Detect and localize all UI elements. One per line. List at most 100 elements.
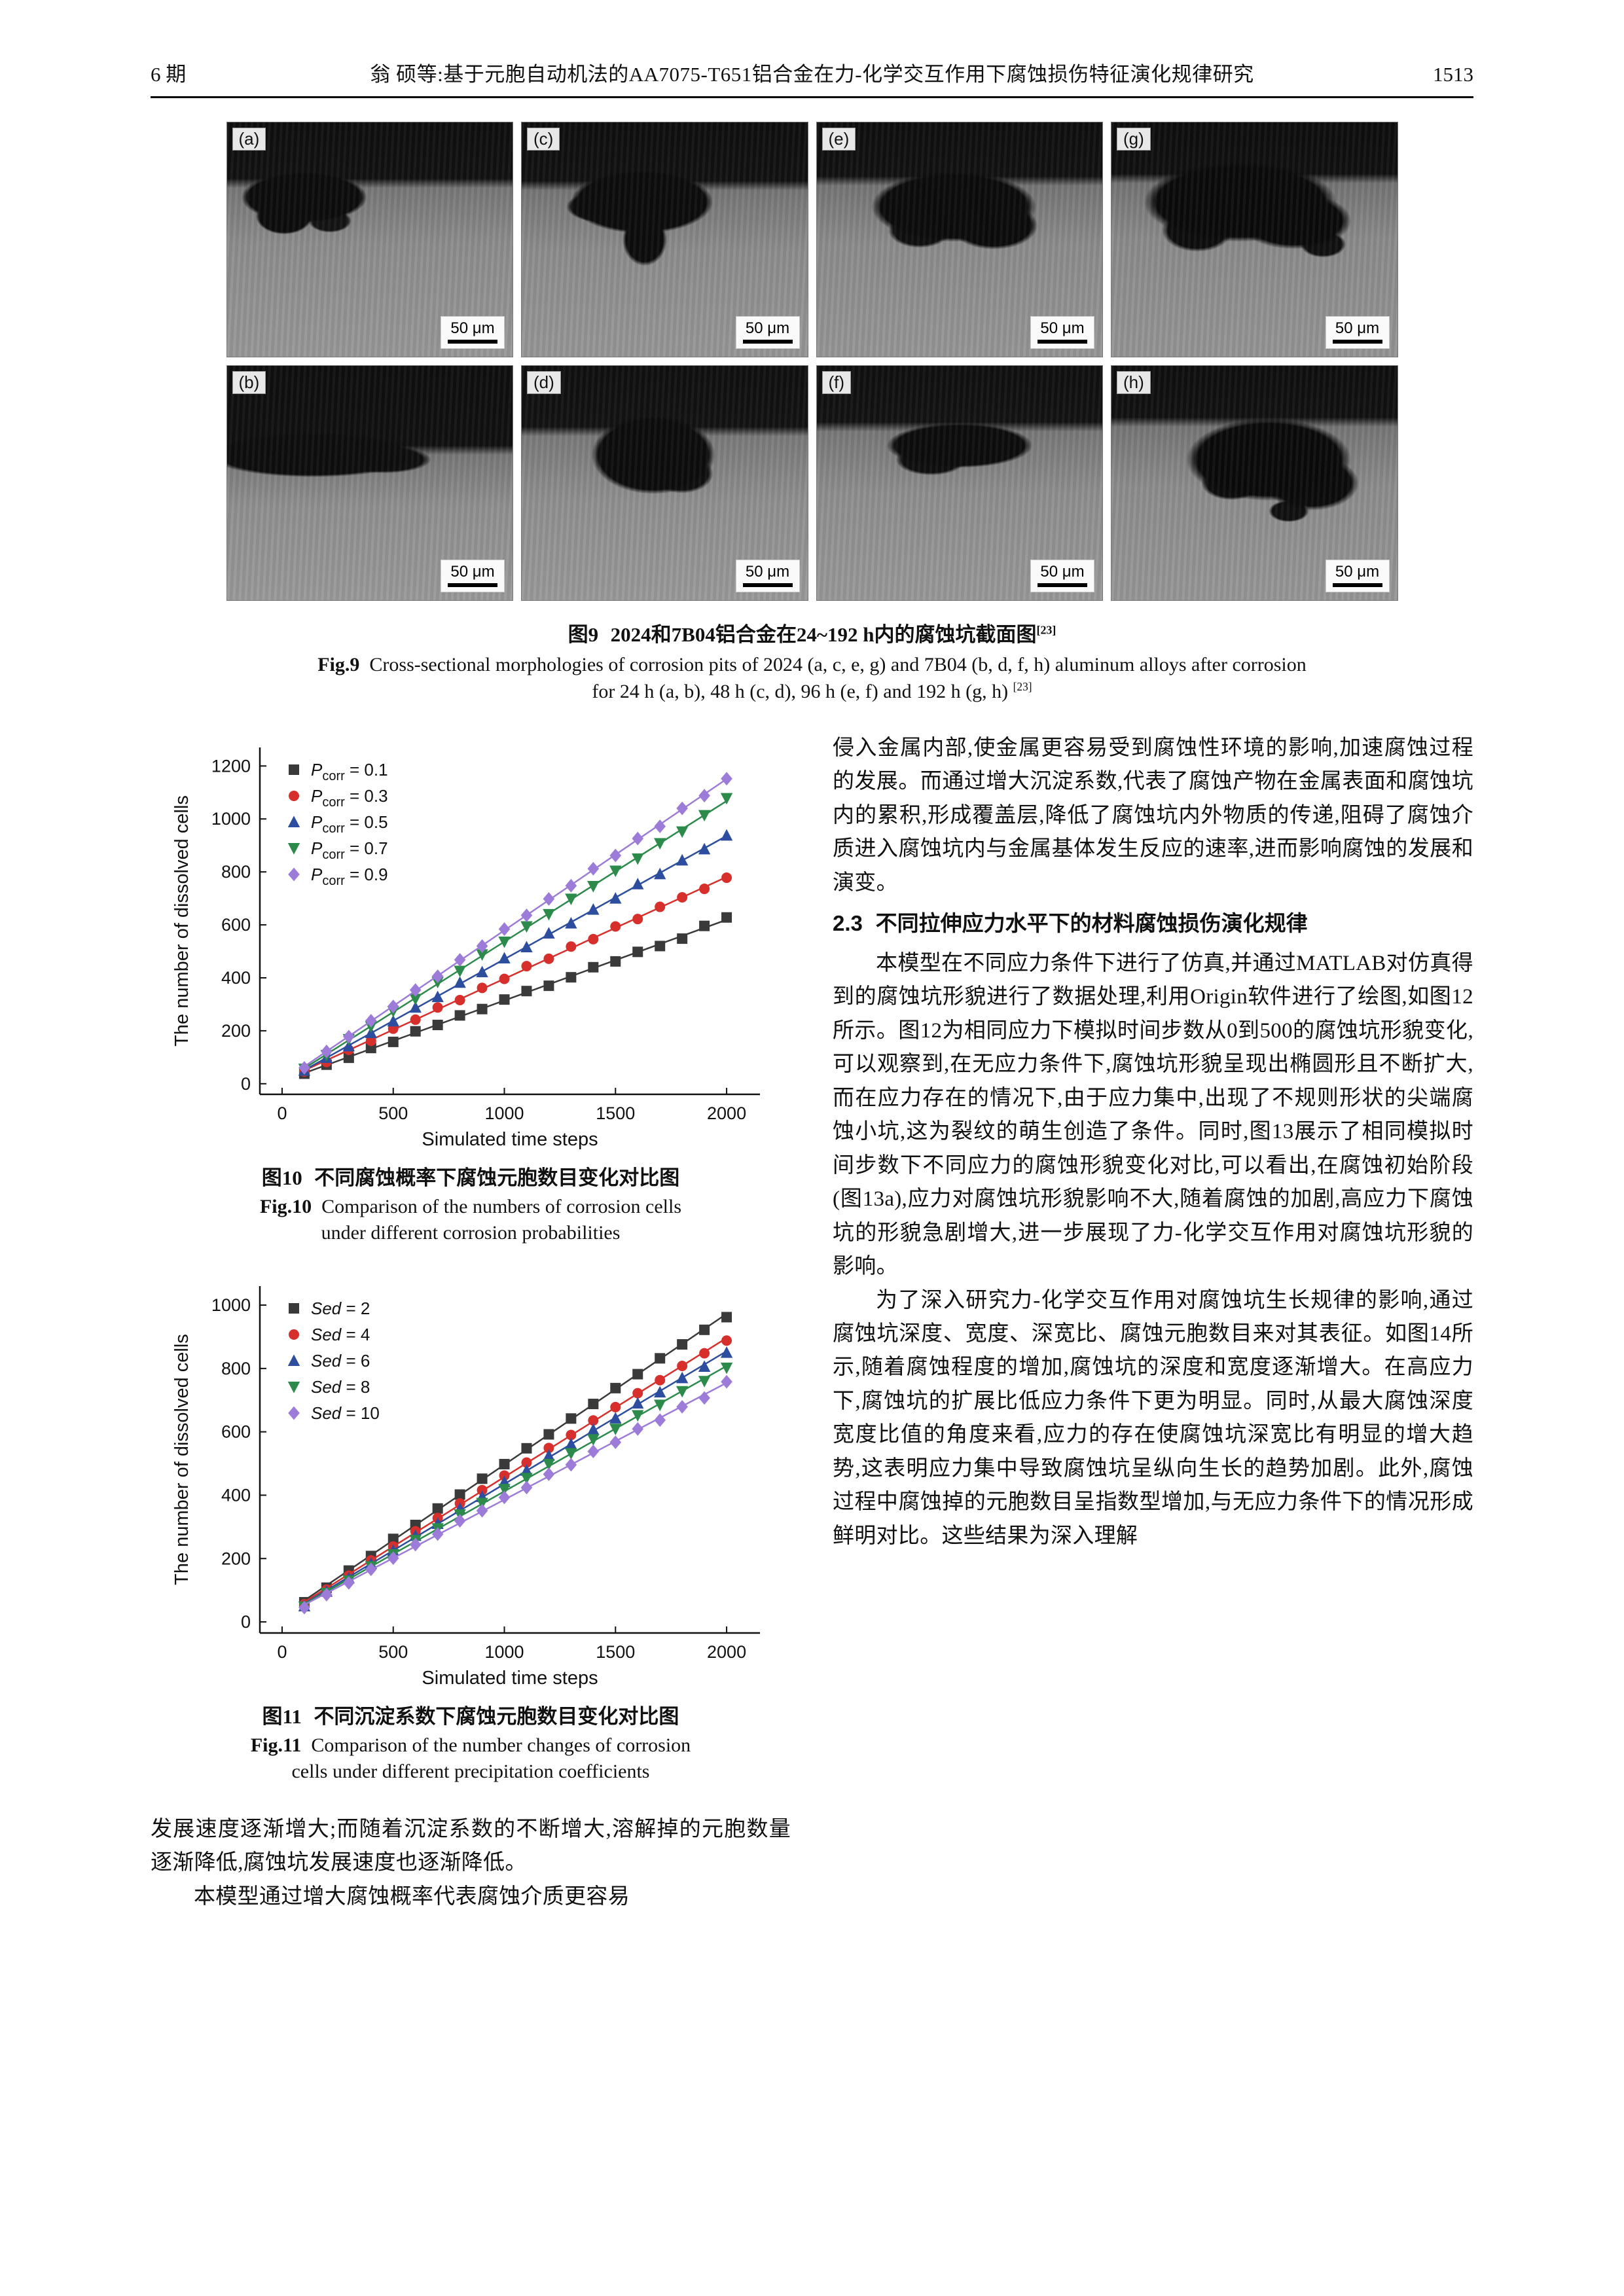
scale-bar-line [1332, 583, 1382, 587]
figure9-caption-cn: 图9 2024和7B04铝合金在24~192 h内的腐蚀坑截面图[23] [568, 623, 1056, 646]
svg-text:800: 800 [221, 1359, 251, 1378]
figure11-caption-en-line1: Fig.11 Comparison of the number changes o… [250, 1734, 691, 1756]
paragraph-right-3: 为了深入研究力-化学交互作用对腐蚀坑生长规律的影响,通过腐蚀坑深度、宽度、深宽比… [833, 1288, 1473, 1548]
fig11-chart: 0 200 400 600 800 1000 0 500 1000 1500 2000 Simulat… [171, 1286, 760, 1689]
micrograph-panel-a: (a) 50 μm [226, 122, 513, 357]
two-column-body: 0 200 400 600 800 1000 1200 0 500 1000 1500 2000 Sim… [151, 732, 1473, 1914]
svg-text:The number of dissolved cells: The number of dissolved cells [171, 1334, 192, 1585]
svg-text:1000: 1000 [484, 1642, 524, 1662]
scale-bar-line [448, 583, 497, 587]
paragraph-left-2: 本模型通过增大腐蚀概率代表腐蚀介质更容易 [194, 1884, 630, 1909]
figure9-caption-en-line2: for 24 h (a, b), 48 h (c, d), 96 h (e, f… [592, 680, 1032, 702]
svg-text:Sed = 8: Sed = 8 [311, 1377, 370, 1397]
page-header: 6 期 翁 硕等:基于元胞自动机法的AA7075-T651铝合金在力-化学交互作… [151, 58, 1473, 98]
figure11-caption-cn: 图11 不同沉淀系数下腐蚀元胞数目变化对比图 [262, 1705, 679, 1728]
panel-label: (g) [1117, 128, 1151, 151]
section-heading-2-3: 2.3 不同拉伸应力水平下的材料腐蚀损伤演化规律 [833, 911, 1308, 936]
paragraph-left-1: 发展速度逐渐增大;而随着沉淀系数的不断增大,溶解掉的元胞数量逐渐降低,腐蚀坑发展… [151, 1818, 791, 1875]
figure9-caption-en-line1: Fig.9 Cross-sectional morphologies of cor… [317, 654, 1307, 675]
fig10-chart: 0 200 400 600 800 1000 1200 0 500 1000 1500 2000 Sim… [171, 747, 760, 1150]
micrograph-panel-c: (c) 50 μm [521, 122, 808, 357]
scale-bar-label: 50 μm [1335, 319, 1380, 337]
scale-bar: 50 μm [1030, 560, 1094, 592]
scale-bar: 50 μm [735, 316, 800, 349]
svg-text:200: 200 [221, 1549, 251, 1568]
scale-bar-line [1038, 340, 1087, 344]
svg-text:Simulated time steps: Simulated time steps [422, 1668, 598, 1689]
journal-issue: 6 期 [151, 63, 187, 86]
svg-text:Pcorr = 0.9: Pcorr = 0.9 [311, 865, 388, 888]
scale-bar-label: 50 μm [745, 563, 790, 581]
left-column: 0 200 400 600 800 1000 1200 0 500 1000 1500 2000 Sim… [151, 732, 791, 1914]
right-column: 侵入金属内部,使金属更容易受到腐蚀性环境的影响,加速腐蚀过程的发展。而通过增大沉… [833, 732, 1473, 1914]
scale-bar-line [1038, 583, 1087, 587]
scale-bar-line [448, 340, 497, 344]
svg-text:Sed = 6: Sed = 6 [311, 1351, 370, 1371]
svg-text:2000: 2000 [707, 1103, 746, 1123]
svg-text:The number of dissolved cells: The number of dissolved cells [171, 795, 192, 1047]
svg-text:400: 400 [221, 968, 251, 988]
figure11-caption-en-line2: cells under different precipitation coef… [291, 1761, 650, 1782]
panel-label: (h) [1117, 371, 1151, 394]
micrograph-panel-g: (g) 50 μm [1111, 122, 1398, 357]
panel-label: (a) [232, 128, 266, 151]
micrograph-panel-b: (b) 50 μm [226, 365, 513, 601]
svg-text:1500: 1500 [596, 1103, 635, 1123]
svg-text:500: 500 [378, 1642, 408, 1662]
panel-label: (b) [232, 371, 266, 394]
svg-text:Sed = 2: Sed = 2 [311, 1299, 370, 1318]
paragraph-right-1: 侵入金属内部,使金属更容易受到腐蚀性环境的影响,加速腐蚀过程的发展。而通过增大沉… [833, 736, 1473, 895]
running-title: 翁 硕等:基于元胞自动机法的AA7075-T651铝合金在力-化学交互作用下腐蚀… [370, 63, 1254, 86]
scale-bar-line [1332, 340, 1382, 344]
svg-text:0: 0 [277, 1642, 287, 1662]
scale-bar-line [742, 583, 793, 587]
svg-text:2000: 2000 [707, 1642, 746, 1662]
micrograph-panel-h: (h) 50 μm [1111, 365, 1398, 601]
scale-bar-label: 50 μm [1040, 319, 1085, 337]
svg-text:1000: 1000 [211, 809, 251, 829]
svg-text:200: 200 [221, 1021, 251, 1041]
svg-text:1000: 1000 [211, 1295, 251, 1315]
svg-text:1500: 1500 [596, 1642, 635, 1662]
svg-text:400: 400 [221, 1485, 251, 1505]
panel-label: (c) [527, 128, 560, 151]
svg-text:Sed = 10: Sed = 10 [311, 1403, 380, 1423]
svg-text:1000: 1000 [484, 1103, 524, 1123]
svg-text:Pcorr = 0.3: Pcorr = 0.3 [311, 786, 388, 810]
scale-bar: 50 μm [735, 560, 800, 592]
svg-text:1200: 1200 [211, 756, 251, 776]
panel-label: (d) [527, 371, 561, 394]
scale-bar: 50 μm [1325, 560, 1390, 592]
scale-bar-label: 50 μm [745, 319, 790, 337]
figure10-caption-en-line2: under different corrosion probabilities [321, 1222, 621, 1244]
micrograph-panel-e: (e) 50 μm [816, 122, 1103, 357]
scale-bar-line [742, 340, 793, 344]
svg-text:0: 0 [277, 1103, 287, 1123]
svg-text:600: 600 [221, 1422, 251, 1442]
svg-text:Sed = 4: Sed = 4 [311, 1325, 370, 1344]
svg-text:800: 800 [221, 862, 251, 882]
svg-text:Pcorr = 0.7: Pcorr = 0.7 [311, 838, 388, 862]
svg-text:0: 0 [241, 1612, 251, 1632]
panel-label: (e) [821, 128, 856, 151]
svg-text:600: 600 [221, 915, 251, 935]
figure10-caption-en-line1: Fig.10 Comparison of the numbers of corro… [259, 1196, 682, 1217]
panel-label: (f) [821, 371, 852, 394]
figure10-caption-cn: 图10 不同腐蚀概率下腐蚀元胞数目变化对比图 [261, 1166, 680, 1189]
figure10-caption: 图10 不同腐蚀概率下腐蚀元胞数目变化对比图 Fig.10 Comparison o… [151, 1161, 791, 1244]
page-number: 1513 [1433, 63, 1473, 86]
figure9-grid: (a) 50 μm (c) 50 μm (e) 50 μm [226, 122, 1398, 601]
scale-bar-label: 50 μm [1335, 563, 1380, 581]
scale-bar-label: 50 μm [450, 563, 495, 581]
svg-text:Pcorr = 0.5: Pcorr = 0.5 [311, 812, 388, 836]
micrograph-panel-d: (d) 50 μm [521, 365, 808, 601]
scale-bar: 50 μm [1030, 316, 1094, 349]
scale-bar-label: 50 μm [450, 319, 495, 337]
svg-text:Pcorr = 0.1: Pcorr = 0.1 [311, 760, 388, 783]
micrograph-panel-f: (f) 50 μm [816, 365, 1103, 601]
figure9: (a) 50 μm (c) 50 μm (e) 50 μm [151, 122, 1473, 703]
svg-text:0: 0 [241, 1074, 251, 1094]
figure9-caption: 图9 2024和7B04铝合金在24~192 h内的腐蚀坑截面图[23] Fig.… [151, 618, 1473, 703]
scale-bar: 50 μm [441, 560, 505, 592]
svg-text:Simulated time steps: Simulated time steps [422, 1129, 598, 1150]
